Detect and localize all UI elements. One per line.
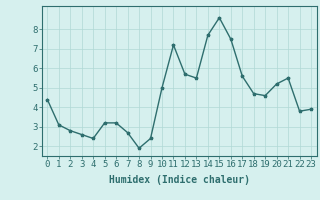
X-axis label: Humidex (Indice chaleur): Humidex (Indice chaleur) (109, 175, 250, 185)
